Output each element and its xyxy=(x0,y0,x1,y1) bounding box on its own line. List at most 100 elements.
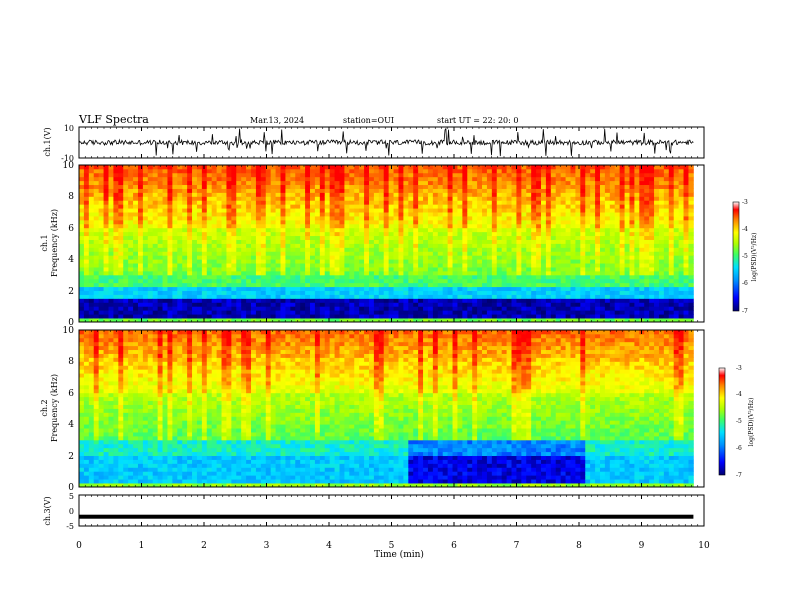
ch1-spectrogram-cell xyxy=(108,200,114,205)
ch1-spectrogram-cell xyxy=(432,208,439,213)
ch1-spectrogram-cell xyxy=(187,172,193,178)
ch1-spectrogram-cell xyxy=(482,318,488,323)
ch1-spectrogram-cell xyxy=(314,239,321,244)
ch1-spectrogram-cell xyxy=(408,298,414,303)
ch1-spectrogram-cell xyxy=(359,278,365,284)
ch1-spectrogram-cell xyxy=(467,172,473,178)
ch1-spectrogram-cell xyxy=(162,270,168,276)
ch1-spectrogram-cell xyxy=(201,227,208,233)
ch1-spectrogram-cell xyxy=(609,180,616,186)
ch1-spectrogram-cell xyxy=(501,278,508,284)
ch1-spectrogram-cell xyxy=(663,165,670,170)
ch1-spectrogram-cell xyxy=(663,255,670,260)
ch1-spectrogram-cell xyxy=(182,196,188,201)
ch1-spectrogram-cell xyxy=(88,180,95,186)
ch1-spectrogram-cell xyxy=(98,227,104,233)
ch1-spectrogram-cell xyxy=(418,176,424,182)
ch1-spectrogram-cell xyxy=(629,247,635,252)
ch1-spectrogram-cell xyxy=(486,274,493,280)
ch1-spectrogram-cell xyxy=(162,223,168,229)
ch1-spectrogram-cell xyxy=(285,251,291,256)
ch1-spectrogram-cell xyxy=(123,263,129,268)
ch1-spectrogram-cell xyxy=(226,208,232,213)
ch1-spectrogram-cell xyxy=(359,267,365,272)
ch1-spectrogram-cell xyxy=(585,227,591,233)
ch1-spectrogram-cell xyxy=(560,227,566,233)
ch1-spectrogram-cell xyxy=(157,270,163,276)
ch1-spectrogram-cell xyxy=(560,259,566,264)
ch1-spectrogram-cell xyxy=(467,306,473,311)
ch1-spectrogram-cell xyxy=(133,192,139,197)
ch1-spectrogram-cell xyxy=(201,251,208,256)
ch1-spectrogram-cell xyxy=(545,196,552,201)
ch1-spectrogram-cell xyxy=(285,318,291,323)
ch1-spectrogram-cell xyxy=(349,212,355,217)
ch1-spectrogram-cell xyxy=(373,263,380,268)
ch1-spectrogram-cell xyxy=(506,302,512,307)
ch1-spectrogram-cell xyxy=(575,294,581,299)
ch1-spectrogram-cell xyxy=(260,310,267,315)
ch1-spectrogram-cell xyxy=(83,298,90,303)
ch1-spectrogram-cell xyxy=(580,247,586,252)
ch1-spectrogram-cell xyxy=(408,259,414,264)
ch1-spectrogram-cell xyxy=(280,188,286,193)
ch1-spectrogram-cell xyxy=(565,274,571,280)
ch1-spectrogram-cell xyxy=(585,278,591,284)
ch1-spectrogram-cell xyxy=(231,235,237,240)
ch1-spectrogram-cell xyxy=(211,286,218,292)
ch1-spectrogram-cell xyxy=(128,223,134,229)
ch1-spectrogram-cell xyxy=(260,235,267,240)
ch1-spectrogram-cell xyxy=(295,180,301,186)
ch1-spectrogram-cell xyxy=(295,200,301,205)
ch1-spectrogram-cell xyxy=(398,200,404,205)
ch1-spectrogram-cell xyxy=(88,247,95,252)
ch1-spectrogram-cell xyxy=(177,267,183,272)
ch1-spectrogram-cell xyxy=(683,212,689,217)
ch1-spectrogram-cell xyxy=(634,239,640,244)
ch1-spectrogram-cell xyxy=(236,204,242,209)
ch1-spectrogram-cell xyxy=(595,212,601,217)
ch1-spectrogram-cell xyxy=(167,251,173,256)
ch1-spectrogram-cell xyxy=(462,306,468,311)
ch1-spectrogram-cell xyxy=(339,196,345,201)
ch1-spectrogram-cell xyxy=(319,172,326,178)
ch1-spectrogram-cell xyxy=(329,172,335,178)
ch1-spectrogram-cell xyxy=(427,208,434,213)
ch1-spectrogram-cell xyxy=(668,208,675,213)
ch1-spectrogram-cell xyxy=(182,286,188,292)
ch1-spectrogram-cell xyxy=(590,278,596,284)
ch1-spectrogram-cell xyxy=(255,274,262,280)
ch1-spectrogram-cell xyxy=(98,243,104,248)
ch1-spectrogram-cell xyxy=(663,306,670,311)
ch1-spectrogram-cell xyxy=(108,255,114,260)
ch1-spectrogram-cell xyxy=(462,235,468,240)
ch1-spectrogram-cell xyxy=(531,306,537,311)
ch1-spectrogram-cell xyxy=(98,192,104,197)
ch1-spectrogram-cell xyxy=(663,278,670,284)
ch1-spectrogram-cell xyxy=(260,302,267,307)
ch1-spectrogram-cell xyxy=(270,165,277,170)
ch1-spectrogram-cell xyxy=(541,188,547,193)
ch1-spectrogram-cell xyxy=(162,294,168,299)
ch1-spectrogram-cell xyxy=(541,168,547,174)
ch1-spectrogram-cell xyxy=(531,298,537,303)
ch1-spectrogram-cell xyxy=(344,259,350,264)
ch1-spectrogram-cell xyxy=(590,165,596,170)
ch1-spectrogram-cell xyxy=(172,255,178,260)
ch1-spectrogram-cell xyxy=(472,251,478,256)
ch1-spectrogram-cell xyxy=(314,251,321,256)
ch1-spectrogram-cell xyxy=(496,223,503,229)
ch1-spectrogram-cell xyxy=(452,165,458,170)
ch1-spectrogram-cell xyxy=(423,267,429,272)
ch1-spectrogram-cell xyxy=(98,251,104,256)
ch1-spectrogram-cell xyxy=(137,208,144,213)
ch1-spectrogram-cell xyxy=(93,251,100,256)
ch1-spectrogram-cell xyxy=(383,192,390,197)
ch1-spectrogram-cell xyxy=(526,235,532,240)
ch1-spectrogram-cell xyxy=(462,184,468,189)
ch1-spectrogram-cell xyxy=(324,251,331,256)
ch1-spectrogram-cell xyxy=(432,314,439,319)
ch1-spectrogram-cell xyxy=(177,188,183,193)
ch1-spectrogram-cell xyxy=(157,278,163,284)
ch1-spectrogram-cell xyxy=(585,314,591,319)
